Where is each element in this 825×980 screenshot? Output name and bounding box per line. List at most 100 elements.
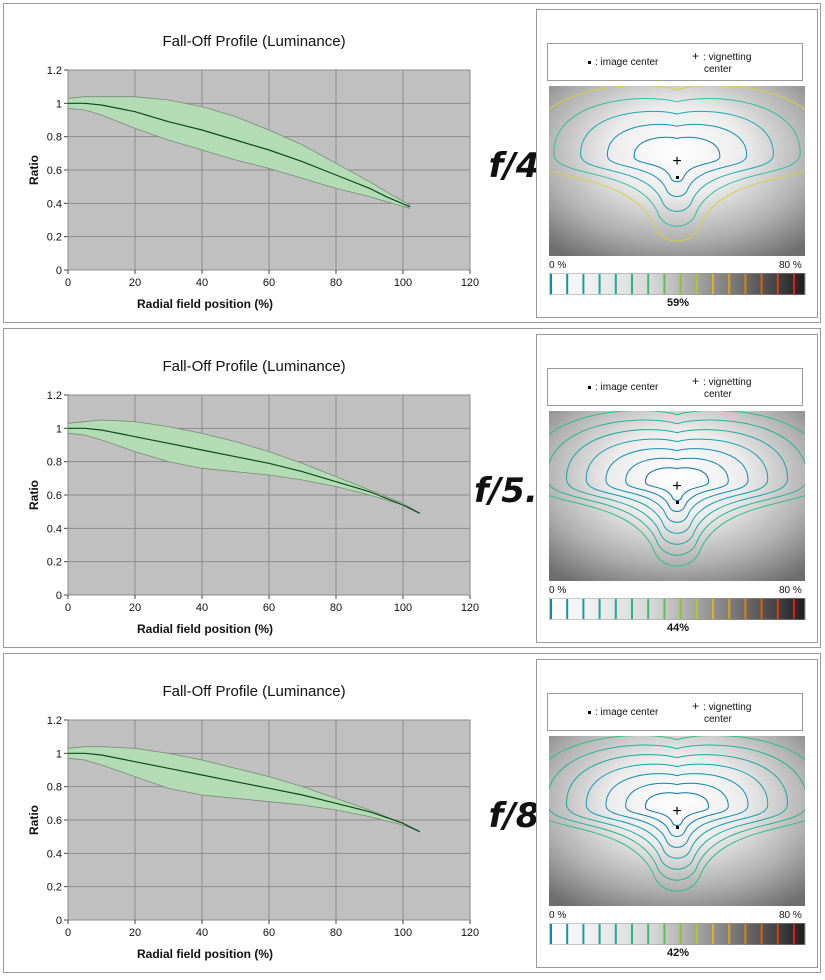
image-center-text: : image center — [595, 57, 659, 68]
x-tick-label: 120 — [461, 277, 479, 289]
vignetting-panel: : image center +: vignetting center +0 % 80 … — [526, 659, 825, 968]
scale-min-label: 0 % — [549, 910, 567, 921]
contour-line — [633, 136, 721, 183]
panel-row: Fall-Off Profile (Luminance) 0 0.2 0.4 0.6 0.… — [3, 3, 825, 323]
vignetting-center-marker: + — [672, 803, 681, 820]
x-tick-label: 20 — [129, 277, 141, 289]
y-axis-label: Ratio — [27, 480, 41, 510]
x-tick-label: 60 — [263, 927, 275, 939]
y-tick-label: 0.8 — [47, 782, 62, 794]
contour-line — [606, 123, 748, 198]
contour-line — [553, 97, 801, 227]
falloff-chart-svg: Fall-Off Profile (Luminance) 0 0.2 0.4 0.6 0.… — [27, 358, 479, 636]
contour-line — [546, 419, 808, 556]
contour-line — [605, 448, 749, 523]
x-tick-label: 20 — [129, 927, 141, 939]
y-tick-label: 0.2 — [47, 557, 62, 569]
x-tick-label: 0 — [65, 927, 71, 939]
contour-line — [526, 735, 825, 892]
x-axis-label: Radial field position (%) — [137, 297, 273, 311]
confidence-band — [67, 96, 411, 209]
y-tick-label: 0.6 — [47, 815, 62, 827]
x-tick-label: 80 — [330, 277, 342, 289]
image-center-text: : image center — [595, 382, 659, 393]
legend-vignetting-center: +: vignetting center — [692, 375, 751, 401]
vignetting-heatmap: + — [526, 410, 825, 586]
falloff-chart: Fall-Off Profile (Luminance) 0 0.2 0.4 0.6 0.… — [4, 654, 484, 972]
x-tick-label: 60 — [263, 277, 275, 289]
y-tick-label: 1.2 — [47, 715, 62, 727]
chart-title: Fall-Off Profile (Luminance) — [162, 683, 345, 700]
y-tick-label: 0.4 — [47, 198, 62, 210]
falloff-chart: Fall-Off Profile (Luminance) 0 0.2 0.4 0.6 0.… — [4, 329, 484, 647]
x-tick-label: 60 — [263, 602, 275, 614]
vignetting-percentage: 42% — [666, 947, 690, 959]
y-tick-label: 0.2 — [47, 232, 62, 244]
image-center-icon — [588, 710, 591, 714]
heatmap-background — [549, 736, 805, 906]
vignetting-percentage: 44% — [666, 622, 690, 634]
scale-max-label: 80 % — [779, 910, 802, 921]
legend-vignetting-center: +: vignetting center — [692, 50, 751, 76]
x-axis-label: Radial field position (%) — [137, 947, 273, 961]
vignetting-heatmap: + — [526, 735, 825, 911]
vignetting-color-scale — [548, 272, 807, 300]
falloff-chart-svg: Fall-Off Profile (Luminance) 0 0.2 0.4 0.6 0.… — [27, 33, 479, 311]
x-tick-label: 120 — [461, 602, 479, 614]
x-tick-label: 0 — [65, 602, 71, 614]
y-tick-label: 1 — [56, 748, 62, 760]
y-tick-label: 0.4 — [47, 848, 62, 860]
y-tick-label: 0.6 — [47, 165, 62, 177]
y-tick-label: 0 — [56, 590, 62, 602]
x-tick-label: 40 — [196, 277, 208, 289]
vignetting-color-scale — [548, 922, 807, 950]
legend-image-center: : image center — [588, 57, 658, 68]
x-tick-label: 80 — [330, 927, 342, 939]
chart-title: Fall-Off Profile (Luminance) — [162, 358, 345, 375]
vignetting-percentage: 59% — [666, 297, 690, 309]
mean-profile-line — [68, 427, 421, 514]
y-tick-label: 0 — [56, 915, 62, 927]
x-tick-label: 100 — [394, 277, 412, 289]
y-axis-label: Ratio — [27, 805, 41, 835]
vignetting-center-marker: + — [672, 153, 681, 170]
contour-line — [565, 429, 789, 545]
x-tick-label: 20 — [129, 602, 141, 614]
contour-line — [526, 410, 825, 567]
x-axis-label: Radial field position (%) — [137, 622, 273, 636]
x-tick-label: 120 — [461, 927, 479, 939]
x-tick-label: 0 — [65, 277, 71, 289]
contour-line — [625, 457, 729, 512]
vignetting-center-text-2: center — [704, 389, 732, 400]
vignetting-panel: : image center +: vignetting center +0 % 80 … — [526, 334, 825, 643]
scale-min-label: 0 % — [549, 260, 567, 271]
contour-line — [546, 744, 808, 881]
vignetting-center-icon: + — [692, 374, 700, 388]
x-tick-label: 40 — [196, 602, 208, 614]
chart-title: Fall-Off Profile (Luminance) — [162, 33, 345, 50]
y-tick-label: 1.2 — [47, 65, 62, 77]
vignetting-center-text-1: : vignetting — [703, 377, 752, 388]
y-axis-label: Ratio — [27, 155, 41, 185]
legend-image-center: : image center — [588, 707, 658, 718]
y-tick-label: 0 — [56, 265, 62, 277]
y-tick-label: 0.4 — [47, 523, 62, 535]
panel-row: Fall-Off Profile (Luminance) 0 0.2 0.4 0.6 0.… — [3, 328, 825, 648]
legend-vignetting-center: +: vignetting center — [692, 700, 751, 726]
falloff-chart-svg: Fall-Off Profile (Luminance) 0 0.2 0.4 0.6 0.… — [27, 683, 479, 961]
legend-image-center: : image center — [588, 382, 658, 393]
contour-line — [580, 110, 774, 212]
x-tick-label: 80 — [330, 602, 342, 614]
x-tick-label: 100 — [394, 602, 412, 614]
vignetting-legend: : image center +: vignetting center — [547, 693, 803, 731]
vignetting-center-text-1: : vignetting — [703, 52, 752, 63]
y-tick-label: 1.2 — [47, 390, 62, 402]
fstop-label: f/8 — [488, 796, 540, 836]
x-tick-label: 40 — [196, 927, 208, 939]
heatmap-background — [549, 86, 805, 256]
vignetting-center-text-1: : vignetting — [703, 702, 752, 713]
contour-line — [625, 782, 729, 837]
vignetting-legend: : image center +: vignetting center — [547, 368, 803, 406]
y-tick-label: 0.6 — [47, 490, 62, 502]
contour-line — [605, 773, 749, 848]
